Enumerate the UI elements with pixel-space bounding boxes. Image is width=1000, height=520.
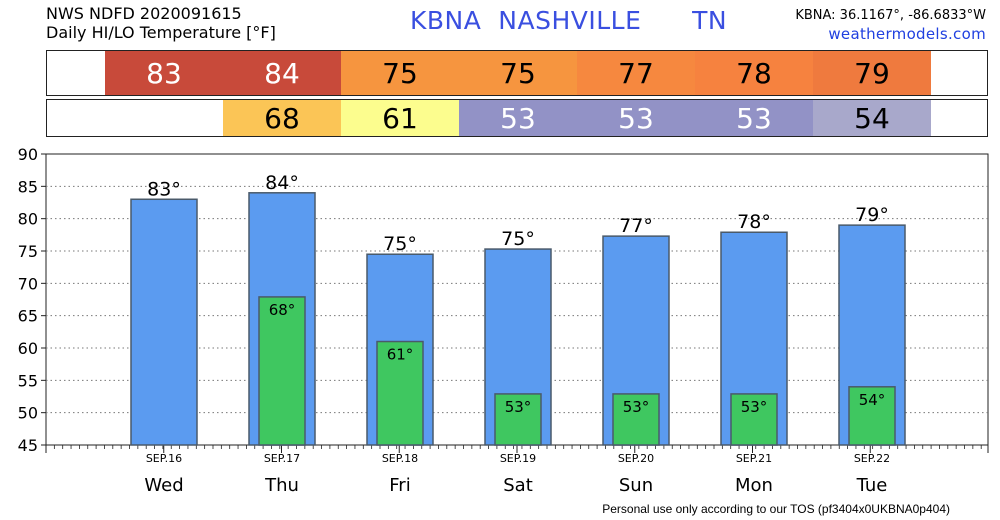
date-label: SEP.21 <box>736 452 772 465</box>
date-label: SEP.20 <box>618 452 654 465</box>
high-temp-cell: 75 <box>459 51 577 95</box>
date-label: SEP.18 <box>382 452 418 465</box>
high-temp-label: 78° <box>737 211 771 233</box>
day-label: Sat <box>503 475 533 496</box>
date-label: SEP.17 <box>264 452 300 465</box>
low-temp-label: 53° <box>741 398 768 416</box>
high-temp-label: 75° <box>383 233 417 255</box>
low-temp-label: 54° <box>859 391 886 409</box>
y-tick-label: 80 <box>18 210 38 229</box>
high-temp-cell: 78 <box>695 51 813 95</box>
day-label: Mon <box>735 475 773 496</box>
day-label: Tue <box>856 475 888 496</box>
station-state: TN <box>692 6 728 35</box>
y-tick-label: 55 <box>18 371 38 390</box>
day-label: Fri <box>389 475 410 496</box>
station-name: NASHVILLE <box>498 6 642 35</box>
y-tick-label: 65 <box>18 307 38 326</box>
station-coordinates: KBNA: 36.1167°, -86.6833°W <box>795 8 986 23</box>
low-temp-cell: 53 <box>459 100 577 136</box>
low-temp-cell: 53 <box>577 100 695 136</box>
high-temp-cell: 79 <box>813 51 931 95</box>
footer-notice: Personal use only according to our TOS (… <box>602 502 950 516</box>
y-tick-label: 90 <box>18 145 38 164</box>
low-temp-label: 53° <box>623 398 650 416</box>
station-code: KBNA <box>410 6 482 35</box>
low-temp-bar <box>612 393 660 446</box>
low-temp-bar <box>848 386 896 446</box>
day-label: Wed <box>144 475 183 496</box>
low-temp-bar <box>258 296 306 446</box>
date-label: SEP.19 <box>500 452 536 465</box>
y-tick-label: 75 <box>18 242 38 261</box>
header-left: NWS NDFD 2020091615 Daily HI/LO Temperat… <box>46 4 276 42</box>
station-heading: KBNA NASHVILLE TN <box>410 6 727 35</box>
high-temperature-strip: 83 84 75 75 77 78 79 <box>46 50 988 96</box>
high-temp-cell: 77 <box>577 51 695 95</box>
y-tick-label: 85 <box>18 177 38 196</box>
low-temperature-strip: 68 61 53 53 53 54 <box>46 99 988 137</box>
source-line: NWS NDFD 2020091615 <box>46 4 242 23</box>
y-tick-label: 45 <box>18 436 38 455</box>
low-temp-cell: 68 <box>223 100 341 136</box>
low-temp-cell: 53 <box>695 100 813 136</box>
header-right: KBNA: 36.1167°, -86.6833°W weathermodels… <box>795 6 986 44</box>
y-tick-label: 50 <box>18 404 38 423</box>
y-tick-label: 70 <box>18 274 38 293</box>
day-label: Sun <box>619 475 653 496</box>
date-label: SEP.16 <box>146 452 182 465</box>
high-temp-label: 79° <box>855 204 889 226</box>
high-temp-label: 77° <box>619 215 653 237</box>
low-temp-label: 53° <box>505 398 532 416</box>
high-temp-cell: 75 <box>341 51 459 95</box>
high-temp-label: 75° <box>501 228 535 250</box>
low-temp-label: 68° <box>269 301 296 319</box>
high-temp-label: 83° <box>147 178 181 200</box>
high-temp-cell: 83 <box>105 51 223 95</box>
low-temp-label: 61° <box>387 346 414 364</box>
chart-title: Daily HI/LO Temperature [°F] <box>46 23 276 42</box>
high-temp-bar <box>130 198 198 446</box>
low-temp-cell: 61 <box>341 100 459 136</box>
low-temp-bar <box>494 393 542 446</box>
day-label: Thu <box>264 475 299 496</box>
high-temp-label: 84° <box>265 172 299 194</box>
low-temp-cell: 54 <box>813 100 931 136</box>
low-temp-bar <box>376 340 424 446</box>
date-label: SEP.22 <box>854 452 890 465</box>
high-temp-cell: 84 <box>223 51 341 95</box>
low-temp-bar <box>730 393 778 446</box>
website-link[interactable]: weathermodels.com <box>828 25 986 43</box>
y-tick-label: 60 <box>18 339 38 358</box>
